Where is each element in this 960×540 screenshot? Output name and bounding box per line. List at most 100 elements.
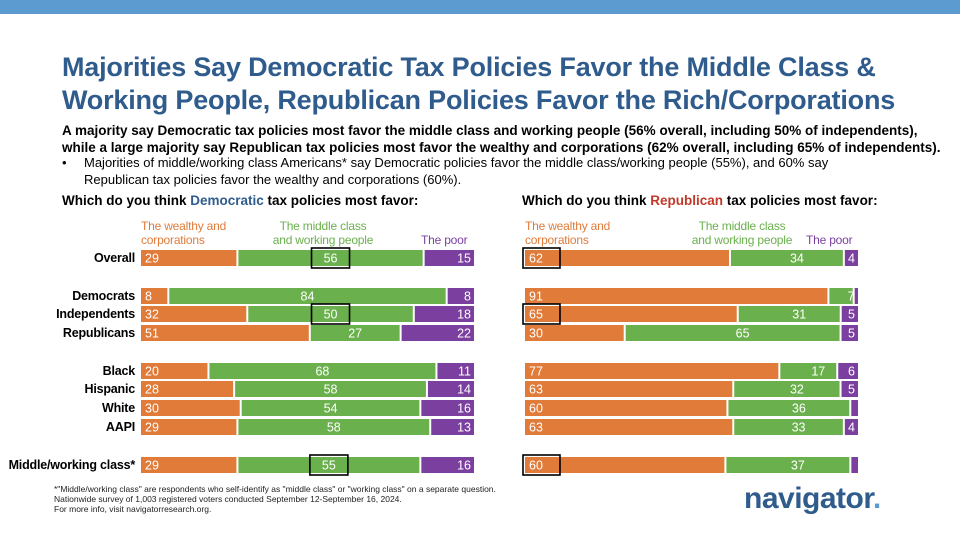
dem-bar-wealthy — [141, 381, 234, 397]
footnote: *"Middle/working class" are respondents … — [54, 484, 496, 514]
rep-bar-label: 63 — [529, 421, 543, 435]
rep-bar-label: 65 — [736, 327, 750, 341]
footnote-line-3: For more info, visit navigatorresearch.o… — [54, 504, 212, 514]
rep-bar-wealthy — [525, 419, 733, 435]
rep-bar-middle — [730, 250, 843, 266]
rep-question-party: Republican — [650, 193, 724, 208]
rep-bar-middle — [829, 288, 853, 304]
rep-bar-label: 5 — [848, 383, 855, 397]
dem-header-wealthy-line2: corporations — [141, 233, 205, 247]
dem-bar-label: 84 — [301, 290, 315, 304]
rep-bar-poor — [844, 250, 858, 266]
dem-bar-label: 8 — [464, 290, 471, 304]
dem-bar-label: 11 — [458, 365, 471, 379]
dem-question-suffix: tax policies most favor: — [263, 193, 419, 208]
dem-highlight-box — [310, 247, 351, 269]
dem-bar-label: 16 — [457, 402, 471, 416]
dem-bar-middle — [238, 419, 430, 435]
dem-bar-label: 50 — [324, 308, 338, 322]
rep-question: Which do you think Republican tax polici… — [522, 193, 878, 208]
rep-bar-wealthy — [525, 363, 779, 379]
dem-bar-label: 51 — [145, 327, 159, 341]
rep-bar-label: 31 — [792, 308, 806, 322]
rep-bar-label: 6 — [848, 365, 855, 379]
rep-bar-label: 4 — [848, 421, 855, 435]
rep-bar-label: 36 — [792, 402, 806, 416]
rep-bar-label: 77 — [529, 365, 543, 379]
rep-header-middle-line1: The middle class — [698, 219, 786, 233]
dem-bar-poor — [401, 325, 474, 341]
rep-bar-poor — [841, 381, 858, 397]
rep-highlight-box — [522, 247, 561, 269]
rep-bar-wealthy — [525, 250, 729, 266]
rep-bar-poor — [851, 457, 858, 473]
dem-bar-label: 18 — [457, 308, 471, 322]
rep-bar-wealthy — [525, 325, 624, 341]
rep-bar-middle — [738, 306, 840, 322]
dem-bar-label: 20 — [145, 365, 159, 379]
row-label: White — [101, 401, 135, 415]
dem-header-wealthy-line1: The wealthy and — [141, 219, 227, 233]
row-label: Independents — [56, 307, 135, 321]
rep-bar-poor — [851, 400, 858, 416]
dem-bar-middle — [241, 400, 420, 416]
dem-bar-label: 29 — [145, 421, 159, 435]
bullet-text: Majorities of middle/working class Ameri… — [84, 155, 924, 188]
rep-header-wealthy-line2: corporations — [525, 233, 589, 247]
rep-bar-label: 37 — [791, 459, 805, 473]
dem-bar-label: 14 — [457, 383, 471, 397]
top-accent-bar — [0, 0, 960, 14]
rep-bar-wealthy — [525, 306, 737, 322]
dem-bar-wealthy — [141, 306, 247, 322]
row-label: AAPI — [105, 420, 135, 434]
rep-bar-label: 33 — [792, 421, 806, 435]
dem-header-poor: The poor — [421, 233, 468, 247]
rep-bar-label: 60 — [529, 402, 543, 416]
dem-bar-label: 32 — [145, 308, 159, 322]
dem-bar-middle — [310, 325, 400, 341]
dem-bar-poor — [414, 306, 474, 322]
row-label: Republicans — [62, 326, 135, 340]
rep-bar-label: 62 — [529, 252, 543, 266]
rep-header-middle-line2: and working people — [691, 233, 793, 247]
dem-bar-poor — [421, 400, 474, 416]
row-label: Middle/working class* — [8, 458, 136, 472]
row-label: Hispanic — [84, 382, 136, 396]
bullet-icon: • — [62, 155, 67, 170]
dem-bar-label: 58 — [327, 421, 341, 435]
dem-bar-wealthy — [141, 419, 237, 435]
logo-dot: . — [872, 482, 881, 515]
rep-bar-label: 5 — [848, 327, 855, 341]
subtitle: A majority say Democratic tax policies m… — [62, 122, 942, 156]
rep-bar-wealthy — [525, 381, 733, 397]
dem-bar-label: 56 — [324, 252, 338, 266]
rep-bar-label: 91 — [529, 290, 543, 304]
dem-highlight-box — [309, 454, 349, 476]
dem-header-middle-line1: The middle class — [279, 219, 367, 233]
rep-bar-label: 65 — [529, 308, 543, 322]
dem-bar-label: 58 — [324, 383, 338, 397]
dem-bar-label: 29 — [145, 252, 159, 266]
rep-bar-middle — [734, 381, 840, 397]
dem-bar-middle — [235, 381, 426, 397]
rep-bar-label: 17 — [811, 365, 825, 379]
rep-question-suffix: tax policies most favor: — [723, 193, 878, 208]
rep-chart: 62 34 4 91 7 65 31 5 30 65 5 77 17 6 63 32 5 60 36 63 33 4 60 3… — [522, 247, 858, 476]
dem-bar-label: 13 — [457, 421, 471, 435]
rep-bar-wealthy — [525, 457, 725, 473]
dem-bar-label: 29 — [145, 459, 159, 473]
dem-header-middle-line2: and working people — [272, 233, 374, 247]
row-label: Black — [102, 364, 136, 378]
dem-bar-middle — [169, 288, 446, 304]
row-label: Democrats — [72, 289, 135, 303]
rep-bar-label: 30 — [529, 327, 543, 341]
rep-bar-label: 63 — [529, 383, 543, 397]
rep-bar-poor — [844, 419, 858, 435]
dem-question-prefix: Which do you think — [62, 193, 191, 208]
rep-highlight-box — [522, 303, 561, 325]
dem-bar-label: 55 — [322, 459, 336, 473]
rep-header-wealthy-line1: The wealthy and — [525, 219, 611, 233]
rep-bar-label: 4 — [848, 252, 855, 266]
dem-question: Which do you think Democratic tax polici… — [62, 193, 418, 208]
